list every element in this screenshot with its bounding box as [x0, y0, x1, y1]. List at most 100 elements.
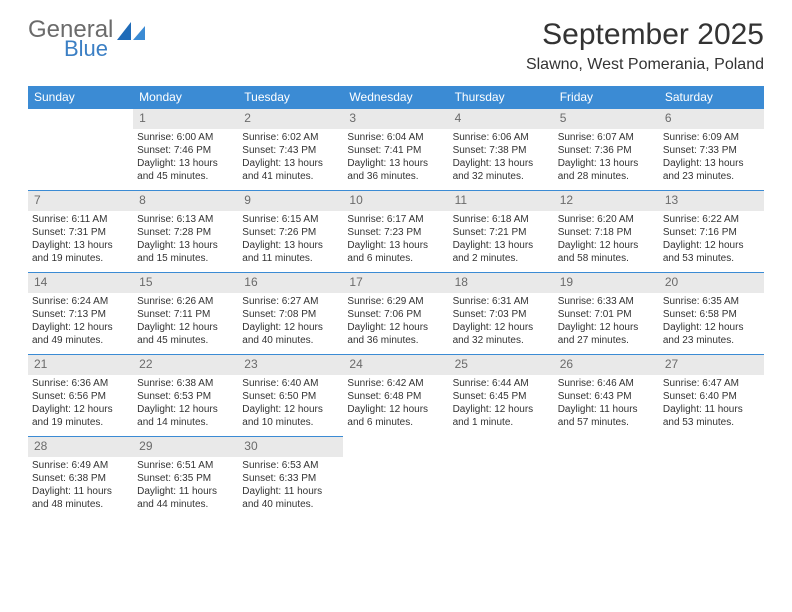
- calendar-body: 1Sunrise: 6:00 AMSunset: 7:46 PMDaylight…: [28, 109, 764, 519]
- sunset-text: Sunset: 6:45 PM: [453, 390, 550, 403]
- day-number: 8: [133, 191, 238, 211]
- calendar-day-cell: 23 Sunrise: 6:40 AMSunset: 6:50 PMDayligh…: [238, 355, 343, 437]
- calendar-day-cell: 13Sunrise: 6:22 AMSunset: 7:16 PMDayligh…: [659, 191, 764, 273]
- day-number: 12: [554, 191, 659, 211]
- day-number: 2: [238, 109, 343, 129]
- sunset-text: Sunset: 7:23 PM: [347, 226, 444, 239]
- calendar-day-cell: [343, 437, 448, 519]
- day-header: Tuesday: [238, 86, 343, 109]
- day-number: 14: [28, 273, 133, 293]
- sunset-text: Sunset: 6:38 PM: [32, 472, 129, 485]
- sunset-text: Sunset: 7:06 PM: [347, 308, 444, 321]
- sunset-text: Sunset: 7:08 PM: [242, 308, 339, 321]
- sunset-text: Sunset: 7:41 PM: [347, 144, 444, 157]
- daylight-text: Daylight: 11 hours and 53 minutes.: [663, 403, 760, 429]
- daylight-text: Daylight: 12 hours and 36 minutes.: [347, 321, 444, 347]
- sunrise-text: Sunrise: 6:13 AM: [137, 213, 234, 226]
- calendar-week-row: 28Sunrise: 6:49 AMSunset: 6:38 PMDayligh…: [28, 437, 764, 519]
- calendar-day-cell: 7Sunrise: 6:11 AMSunset: 7:31 PMDaylight…: [28, 191, 133, 273]
- calendar-head: SundayMondayTuesdayWednesdayThursdayFrid…: [28, 86, 764, 109]
- sunset-text: Sunset: 6:48 PM: [347, 390, 444, 403]
- calendar-day-cell: 5Sunrise: 6:07 AMSunset: 7:36 PMDaylight…: [554, 109, 659, 191]
- sunset-text: Sunset: 7:01 PM: [558, 308, 655, 321]
- sunrise-text: Sunrise: 6:20 AM: [558, 213, 655, 226]
- sunset-text: Sunset: 6:50 PM: [242, 390, 339, 403]
- daylight-text: Daylight: 12 hours and 10 minutes.: [242, 403, 339, 429]
- logo-text-block: General Blue: [28, 18, 113, 60]
- day-number: 5: [554, 109, 659, 129]
- calendar-day-cell: 20Sunrise: 6:35 AMSunset: 6:58 PMDayligh…: [659, 273, 764, 355]
- calendar-day-cell: 19Sunrise: 6:33 AMSunset: 7:01 PMDayligh…: [554, 273, 659, 355]
- location-text: Slawno, West Pomerania, Poland: [526, 56, 764, 74]
- sunrise-text: Sunrise: 6:02 AM: [242, 131, 339, 144]
- day-number: 30: [238, 437, 343, 457]
- day-number: 9: [238, 191, 343, 211]
- header: General Blue September 2025 Slawno, West…: [28, 18, 764, 74]
- daylight-text: Daylight: 12 hours and 53 minutes.: [663, 239, 760, 265]
- calendar-day-cell: 12 Sunrise: 6:20 AMSunset: 7:18 PMDayligh…: [554, 191, 659, 273]
- day-number: 17: [343, 273, 448, 293]
- calendar-week-row: 14Sunrise: 6:24 AMSunset: 7:13 PMDayligh…: [28, 273, 764, 355]
- daylight-text: Daylight: 13 hours and 15 minutes.: [137, 239, 234, 265]
- daylight-text: Daylight: 12 hours and 6 minutes.: [347, 403, 444, 429]
- sunrise-text: Sunrise: 6:29 AM: [347, 295, 444, 308]
- day-number: 27: [659, 355, 764, 375]
- daylight-text: Daylight: 13 hours and 32 minutes.: [453, 157, 550, 183]
- daylight-text: Daylight: 12 hours and 27 minutes.: [558, 321, 655, 347]
- sunset-text: Sunset: 6:58 PM: [663, 308, 760, 321]
- daylight-text: Daylight: 12 hours and 32 minutes.: [453, 321, 550, 347]
- sunset-text: Sunset: 6:43 PM: [558, 390, 655, 403]
- daylight-text: Daylight: 12 hours and 19 minutes.: [32, 403, 129, 429]
- calendar-week-row: 21Sunrise: 6:36 AMSunset: 6:56 PMDayligh…: [28, 355, 764, 437]
- sunset-text: Sunset: 7:36 PM: [558, 144, 655, 157]
- sunset-text: Sunset: 7:13 PM: [32, 308, 129, 321]
- daylight-text: Daylight: 11 hours and 44 minutes.: [137, 485, 234, 511]
- calendar-day-cell: 17 Sunrise: 6:29 AMSunset: 7:06 PMDayligh…: [343, 273, 448, 355]
- daylight-text: Daylight: 12 hours and 40 minutes.: [242, 321, 339, 347]
- day-number: 24: [343, 355, 448, 375]
- calendar-day-cell: 30Sunrise: 6:53 AMSunset: 6:33 PMDayligh…: [238, 437, 343, 519]
- sunrise-text: Sunrise: 6:49 AM: [32, 459, 129, 472]
- daylight-text: Daylight: 12 hours and 45 minutes.: [137, 321, 234, 347]
- sunrise-text: Sunrise: 6:22 AM: [663, 213, 760, 226]
- sunset-text: Sunset: 7:31 PM: [32, 226, 129, 239]
- sunrise-text: Sunrise: 6:40 AM: [242, 377, 339, 390]
- calendar-day-cell: 15Sunrise: 6:26 AMSunset: 7:11 PMDayligh…: [133, 273, 238, 355]
- sunset-text: Sunset: 7:46 PM: [137, 144, 234, 157]
- day-header: Friday: [554, 86, 659, 109]
- daylight-text: Daylight: 13 hours and 23 minutes.: [663, 157, 760, 183]
- calendar-day-cell: 14Sunrise: 6:24 AMSunset: 7:13 PMDayligh…: [28, 273, 133, 355]
- sunset-text: Sunset: 7:11 PM: [137, 308, 234, 321]
- day-header: Wednesday: [343, 86, 448, 109]
- calendar-day-cell: 24Sunrise: 6:42 AMSunset: 6:48 PMDayligh…: [343, 355, 448, 437]
- day-number: 22: [133, 355, 238, 375]
- daylight-text: Daylight: 11 hours and 48 minutes.: [32, 485, 129, 511]
- day-header: Sunday: [28, 86, 133, 109]
- sunrise-text: Sunrise: 6:18 AM: [453, 213, 550, 226]
- sunrise-text: Sunrise: 6:44 AM: [453, 377, 550, 390]
- day-number: 11: [449, 191, 554, 211]
- day-number: 13: [659, 191, 764, 211]
- calendar-day-cell: 10Sunrise: 6:17 AMSunset: 7:23 PMDayligh…: [343, 191, 448, 273]
- sunrise-text: Sunrise: 6:38 AM: [137, 377, 234, 390]
- day-number: 7: [28, 191, 133, 211]
- sunrise-text: Sunrise: 6:53 AM: [242, 459, 339, 472]
- sunrise-text: Sunrise: 6:33 AM: [558, 295, 655, 308]
- sunrise-text: Sunrise: 6:17 AM: [347, 213, 444, 226]
- daylight-text: Daylight: 12 hours and 58 minutes.: [558, 239, 655, 265]
- sunset-text: Sunset: 7:18 PM: [558, 226, 655, 239]
- sunset-text: Sunset: 6:53 PM: [137, 390, 234, 403]
- sunset-text: Sunset: 7:43 PM: [242, 144, 339, 157]
- day-number: 23: [238, 355, 343, 375]
- calendar-day-cell: 11Sunrise: 6:18 AMSunset: 7:21 PMDayligh…: [449, 191, 554, 273]
- day-number: 25: [449, 355, 554, 375]
- calendar-day-cell: 16Sunrise: 6:27 AMSunset: 7:08 PMDayligh…: [238, 273, 343, 355]
- sunset-text: Sunset: 6:56 PM: [32, 390, 129, 403]
- sunrise-text: Sunrise: 6:26 AM: [137, 295, 234, 308]
- calendar-day-cell: 25Sunrise: 6:44 AMSunset: 6:45 PMDayligh…: [449, 355, 554, 437]
- day-header: Saturday: [659, 86, 764, 109]
- sunrise-text: Sunrise: 6:11 AM: [32, 213, 129, 226]
- calendar-day-cell: 22Sunrise: 6:38 AMSunset: 6:53 PMDayligh…: [133, 355, 238, 437]
- day-number: 21: [28, 355, 133, 375]
- daylight-text: Daylight: 12 hours and 49 minutes.: [32, 321, 129, 347]
